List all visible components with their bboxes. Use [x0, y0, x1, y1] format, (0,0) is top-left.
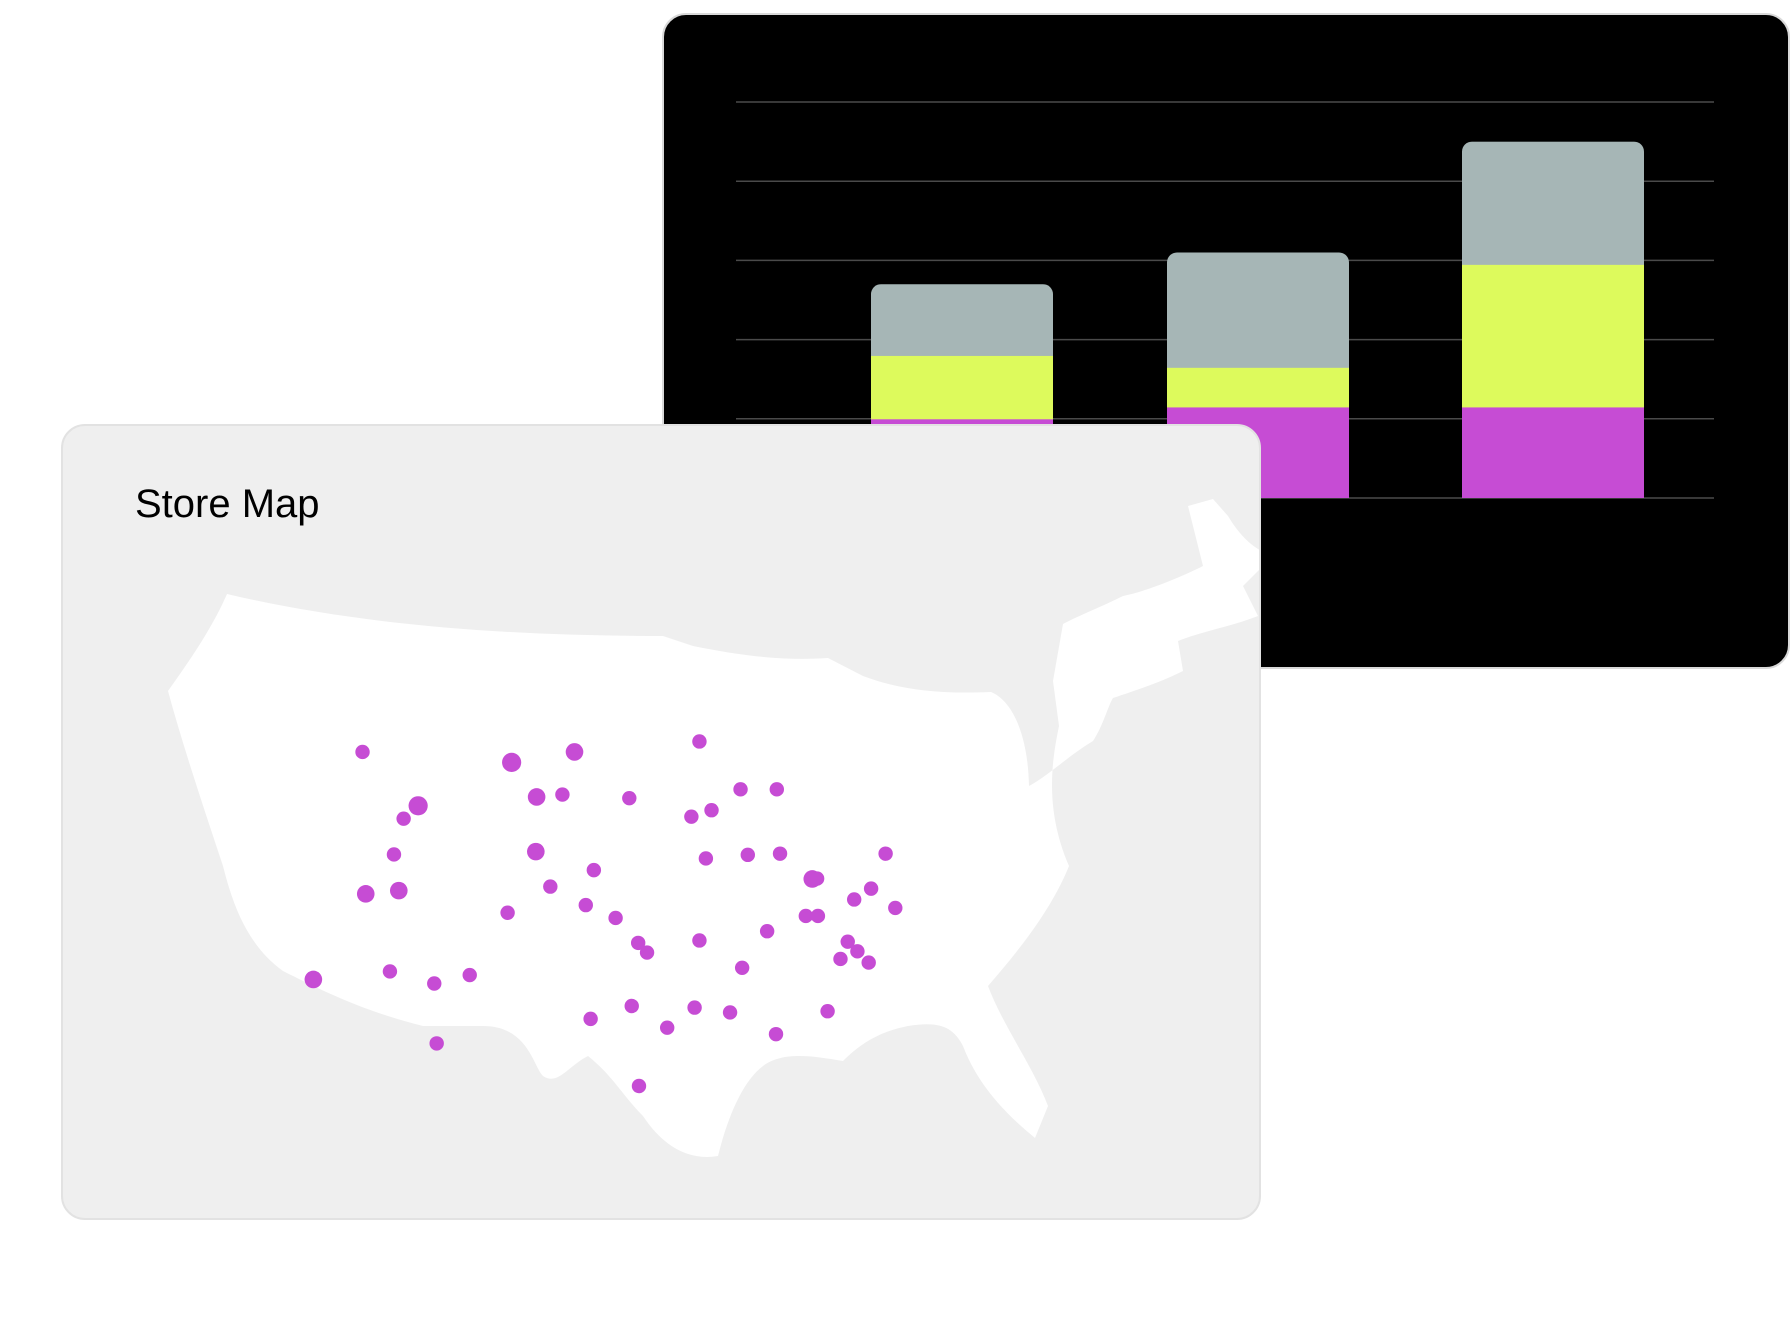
store-location-marker[interactable]: [820, 1004, 835, 1019]
store-location-marker[interactable]: [631, 1078, 647, 1094]
store-location-marker[interactable]: [527, 842, 545, 861]
store-location-marker[interactable]: [622, 790, 637, 806]
store-location-marker[interactable]: [408, 796, 428, 816]
map-title: Store Map: [135, 482, 320, 526]
store-location-marker[interactable]: [692, 734, 707, 749]
store-location-marker[interactable]: [586, 862, 602, 878]
bar-segment: [871, 355, 1053, 420]
bar-segment: [1462, 406, 1644, 498]
store-location-marker[interactable]: [734, 960, 750, 976]
store-location-marker[interactable]: [878, 846, 893, 861]
store-location-marker[interactable]: [389, 881, 408, 900]
store-location-marker[interactable]: [659, 1020, 675, 1035]
store-location-marker[interactable]: [888, 900, 903, 916]
store-location-marker[interactable]: [863, 881, 879, 896]
store-location-marker[interactable]: [733, 782, 748, 797]
store-location-marker[interactable]: [429, 1036, 444, 1051]
store-location-marker[interactable]: [502, 752, 522, 772]
store-location-marker[interactable]: [427, 976, 442, 991]
store-location-marker[interactable]: [382, 964, 398, 979]
store-map: [168, 499, 1259, 1157]
store-location-marker[interactable]: [798, 908, 814, 924]
store-location-marker[interactable]: [772, 846, 788, 861]
store-location-marker[interactable]: [304, 970, 323, 989]
bar-segment: [871, 284, 1053, 356]
store-location-marker[interactable]: [840, 934, 855, 949]
bar-segment: [1167, 252, 1349, 368]
store-location-marker[interactable]: [386, 847, 402, 862]
store-location-marker[interactable]: [759, 924, 775, 939]
store-location-marker[interactable]: [704, 803, 719, 818]
store-location-marker[interactable]: [810, 908, 826, 924]
store-map-card: Store Map: [61, 424, 1261, 1220]
store-location-marker[interactable]: [356, 885, 375, 903]
store-location-marker[interactable]: [809, 871, 825, 886]
store-location-marker[interactable]: [684, 809, 699, 824]
store-location-marker[interactable]: [565, 743, 584, 761]
store-location-marker[interactable]: [846, 892, 862, 907]
bar-segment: [1167, 367, 1349, 408]
bar-segment: [1462, 141, 1644, 265]
store-location-marker[interactable]: [583, 1011, 598, 1027]
store-location-marker[interactable]: [624, 998, 639, 1014]
store-location-marker[interactable]: [527, 788, 546, 806]
bar-stack: [1462, 141, 1644, 498]
store-location-marker[interactable]: [578, 897, 593, 913]
store-location-marker[interactable]: [769, 782, 785, 797]
store-location-marker[interactable]: [698, 851, 714, 866]
store-location-marker[interactable]: [608, 910, 623, 926]
store-location-marker[interactable]: [692, 933, 707, 948]
store-location-marker[interactable]: [355, 744, 370, 760]
store-location-marker[interactable]: [639, 945, 655, 960]
bar-segment: [1462, 264, 1644, 408]
store-location-marker[interactable]: [740, 847, 755, 863]
store-location-marker[interactable]: [555, 787, 570, 802]
store-location-marker[interactable]: [833, 951, 848, 967]
store-location-marker[interactable]: [687, 1000, 702, 1015]
store-location-marker[interactable]: [630, 935, 646, 951]
store-location-marker[interactable]: [500, 905, 515, 920]
store-location-marker[interactable]: [543, 879, 558, 894]
store-location-marker[interactable]: [722, 1005, 738, 1020]
store-location-marker[interactable]: [861, 955, 876, 970]
store-location-marker[interactable]: [850, 944, 865, 959]
us-map-shape: [168, 499, 1259, 1157]
store-location-marker[interactable]: [396, 811, 411, 826]
store-location-marker[interactable]: [462, 967, 477, 983]
store-location-marker[interactable]: [768, 1026, 784, 1042]
